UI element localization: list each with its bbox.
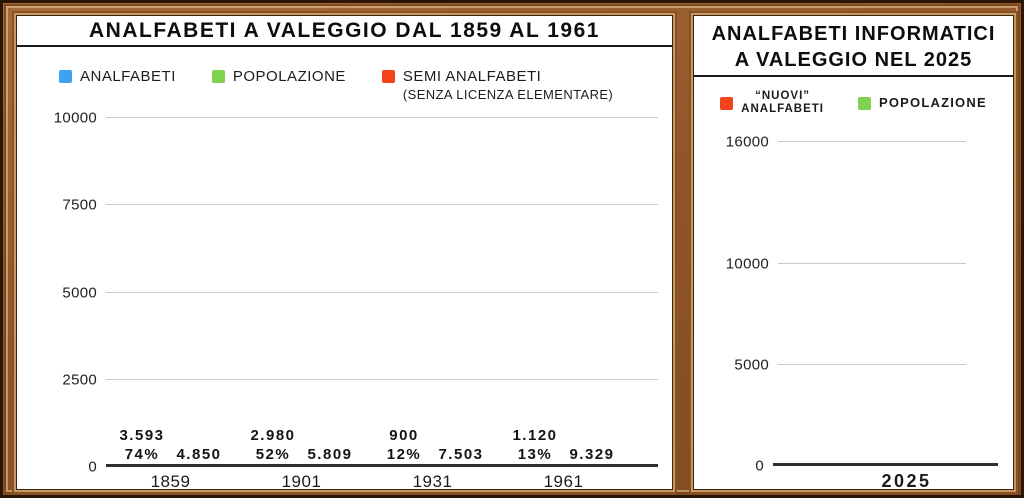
gridline-7500: 7500 [62,197,658,214]
y-tick-label-zero: 0 [88,458,97,476]
bars-row: 3.593 74% 4.850 1859 [106,118,658,491]
y-tick-label: 10000 [53,109,97,127]
gridline-5000: 5000 [734,356,966,373]
gridline-5000: 5000 [62,284,658,301]
right-legend: “NUOVI” ANALFABETI POPOLAZIONE [694,90,1013,116]
bar-value: 4.850 [176,446,222,463]
legend-label-line1: “NUOVI” [755,90,811,102]
gridline-10000: 10000 [726,255,966,272]
bar-column: 9.329 [566,445,618,467]
legend-swatch-orange [720,96,734,110]
bar-value-label: 1.120 13% [512,426,557,464]
y-tick-label: 7500 [62,196,97,214]
legend-label-line2: ANALFABETI [741,103,824,115]
bar-value: 1.120 [512,427,558,444]
gridline-10000: 10000 [54,110,658,127]
bars-row: 4.650 29% 2025 [778,142,966,491]
category-label: 2025 [881,471,932,491]
legend-label: POPOLAZIONE [232,68,346,85]
legend-label: ANALFABETI [80,68,176,85]
bar-column: 3.593 74% [116,426,168,467]
right-chart-title-line2: A VALEGGIO NEL 2025 [734,49,973,71]
x-axis-line: 0 [88,459,658,476]
category-label: 1901 [281,472,322,491]
right-chart-title: ANALFABETI INFORMATICI A VALEGGIO NEL 20… [694,16,1013,77]
legend-item-popolazione: POPOLAZIONE [858,90,987,116]
bar-inside-label: 4.650 29% [855,469,908,495]
left-chart-panel: ANALFABETI A VALEGGIO DAL 1859 AL 1961 A… [16,15,673,491]
legend-swatch-orange [381,70,395,83]
bar-column: 1.120 13% [509,426,561,467]
bar-percent: 52% [255,446,291,463]
legend-item-popolazione: POPOLAZIONE [211,68,346,103]
bar-value-label: 2.980 52% [250,426,295,464]
legend-sublabel: (SENZA LICENZA ELEMENTARE) [402,87,614,102]
y-tick-label: 5000 [734,356,769,374]
legend-swatch-green [858,96,871,110]
left-chart-plot: 2500 5000 7500 10000 0 3.593 [54,110,658,491]
legend-item-analfabeti: ANALFABETI [59,69,176,103]
bar-value: 2.980 [250,427,296,444]
bar-column: 4.850 [173,445,225,467]
bar-percent: 13% [517,446,553,463]
right-chart-title-line1: ANALFABETI INFORMATICI [711,23,996,45]
bar-column: 5.809 [304,445,356,467]
right-chart-panel: ANALFABETI INFORMATICI A VALEGGIO NEL 20… [693,15,1014,491]
category-label: 1961 [543,472,584,491]
bar-column: 2.980 52% [247,426,299,467]
bar-percent: 29% [855,493,905,495]
bar-group-1961: 1.120 13% 9.329 1961 [509,426,618,491]
y-tick-label: 5000 [62,284,97,301]
category-label: 1859 [150,472,191,491]
gridline-2500: 2500 [62,371,658,388]
bar-value: 900 [389,427,419,444]
category-label: 1931 [412,472,453,491]
bar-value-label: 4.850 [176,445,221,464]
bar-value: 3.593 [119,427,165,444]
left-legend: ANALFABETI POPOLAZIONE SEMI ANALFABETI (… [59,69,613,103]
legend-label: POPOLAZIONE [879,95,987,110]
bar-group-1931: 900 12% 7.503 1931 [378,426,487,491]
bar-group-1859: 3.593 74% 4.850 1859 [116,426,225,491]
bar-value: 9.329 [569,446,615,463]
legend-label: “NUOVI” ANALFABETI [741,90,824,116]
bar-value: 4.650 [855,471,908,490]
bar-value-label: 900 12% [387,426,422,464]
right-chart-plot: 5000 10000 16000 0 4.650 29% [726,134,998,491]
legend-swatch-blue [59,70,72,83]
gridline-16000: 16000 [726,134,966,151]
y-tick-label: 2500 [62,371,97,389]
legend-label: SEMI ANALFABETI (SENZA LICENZA ELEMENTAR… [403,69,613,103]
bar-group-1901: 2.980 52% 5.809 1901 [247,426,356,491]
bar-value-label: 9.329 [569,445,614,464]
x-axis-line: 0 [755,458,998,475]
bar-value-label: 5.809 [307,445,352,464]
legend-item-semi-analfabeti: SEMI ANALFABETI (SENZA LICENZA ELEMENTAR… [381,69,613,103]
left-chart-title: ANALFABETI A VALEGGIO DAL 1859 AL 1961 [17,16,672,47]
bar-percent: 74% [124,446,160,463]
bar-value-label: 3.593 74% [119,426,164,464]
y-tick-label: 16000 [725,133,769,151]
y-tick-label: 10000 [725,255,769,272]
bar-value: 7.503 [438,446,484,463]
bar-percent: 12% [386,446,422,463]
bar-column: 7.503 [435,445,487,467]
legend-label-main: SEMI ANALFABETI [402,68,542,85]
bar-value-label: 7.503 [438,445,483,464]
legend-item-nuovi-analfabeti: “NUOVI” ANALFABETI [720,90,824,116]
bar-column: 900 12% [378,426,430,467]
legend-swatch-green [211,70,225,83]
y-tick-label-zero: 0 [755,457,764,475]
bar-value: 5.809 [307,446,353,463]
